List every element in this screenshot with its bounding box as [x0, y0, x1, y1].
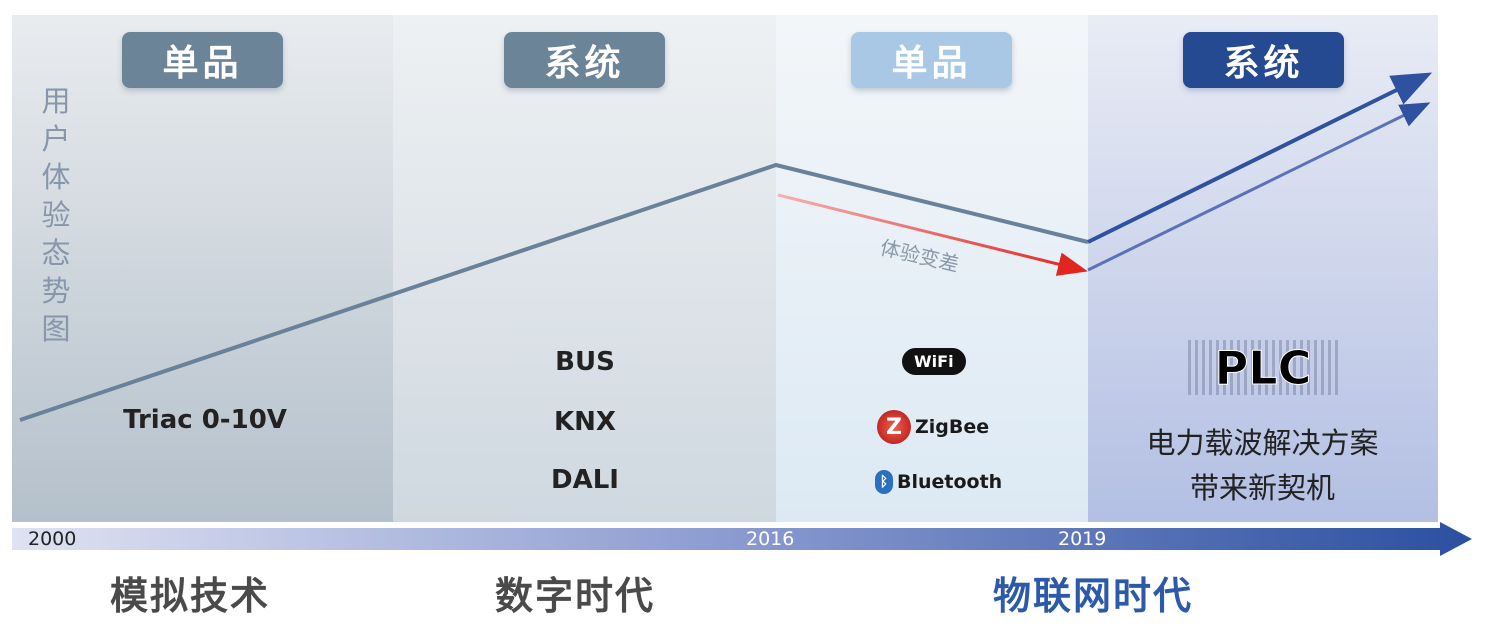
- bluetooth-logo: ᛒ Bluetooth: [875, 470, 1002, 494]
- badge-single-product-iot: 单品: [851, 32, 1012, 88]
- zigbee-icon: Z: [877, 410, 911, 444]
- badge-single-product: 单品: [122, 32, 283, 88]
- year-2000: 2000: [28, 528, 77, 550]
- rise-arrow-upper: [1087, 72, 1433, 244]
- tech-triac: Triac 0-10V: [123, 405, 287, 435]
- plc-description-line2: 带来新契机: [1189, 471, 1335, 505]
- era-iot: 物联网时代: [993, 574, 1194, 618]
- rise-arrow-lower: [1087, 102, 1431, 272]
- tech-dali: DALI: [551, 465, 619, 495]
- panel-iot-single: [776, 15, 1088, 522]
- era-analog: 模拟技术: [110, 574, 271, 618]
- badge-system-iot: 系统: [1183, 32, 1344, 88]
- experience-trend-line: [19, 162, 1089, 422]
- panel-analog: [12, 15, 393, 522]
- tech-knx: KNX: [554, 407, 616, 437]
- zigbee-logo: Z ZigBee: [877, 410, 989, 444]
- bluetooth-icon: ᛒ: [875, 470, 893, 494]
- panel-digital: [393, 15, 776, 522]
- year-2016: 2016: [746, 528, 795, 550]
- plc-description-line1: 电力载波解决方案: [1146, 426, 1379, 460]
- tech-bus: BUS: [555, 347, 615, 377]
- decline-arrow: [777, 193, 1088, 276]
- timeline-arrow: [12, 522, 1472, 556]
- era-digital: 数字时代: [495, 574, 656, 618]
- year-2019: 2019: [1058, 528, 1107, 550]
- plc-logo: PLC: [1188, 340, 1338, 395]
- badge-system: 系统: [504, 32, 665, 88]
- wifi-logo: WiFi: [902, 348, 966, 375]
- y-axis-label: 用户体验态势图: [41, 84, 71, 346]
